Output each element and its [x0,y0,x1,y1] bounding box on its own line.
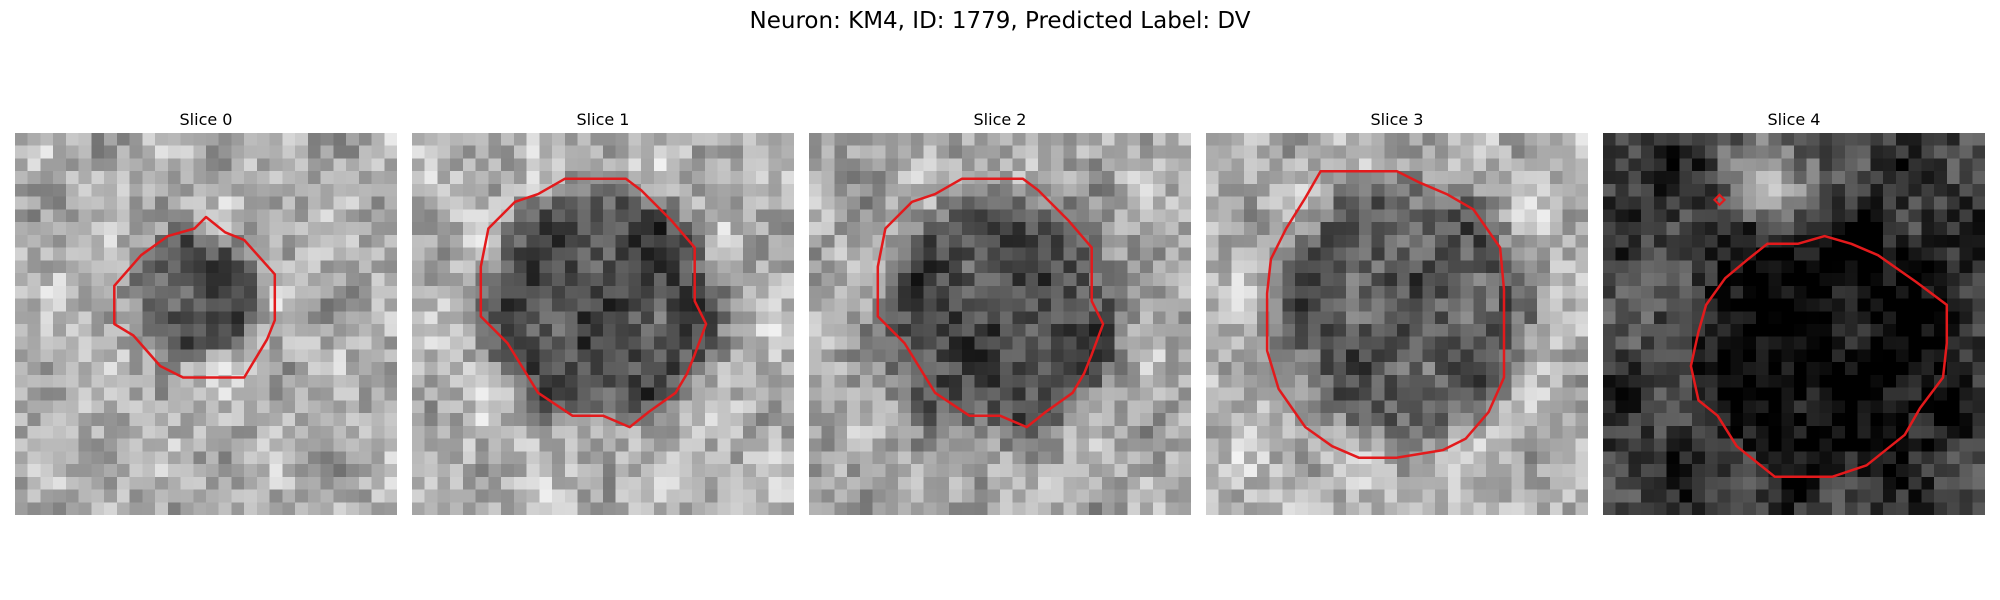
slice-title: Slice 1 [576,110,630,129]
slice-image [1603,133,1985,515]
slice-4-svg [1603,133,1985,515]
slice-title: Slice 0 [179,110,233,129]
slice-panel-1: Slice 1 [412,108,794,515]
cell-contour [1265,169,1506,459]
slice-2-svg [809,133,1191,515]
slice-panel-4: Slice 4 [1603,108,1985,515]
slice-title: Slice 2 [973,110,1027,129]
slice-3-svg [1206,133,1588,515]
slice-title: Slice 4 [1767,110,1821,129]
cell-contour [479,177,708,429]
slice-title: Slice 3 [1370,110,1424,129]
cell-contour [1689,234,1949,479]
slice-panel-2: Slice 2 [809,108,1191,515]
pixel-grid [1206,133,1588,515]
pixel-grid [809,133,1191,515]
slice-1-svg [412,133,794,515]
slice-image [412,133,794,515]
pixel-grid [15,133,397,515]
small-contour-marker [1712,193,1727,207]
slice-0-svg [15,133,397,515]
pixel-grid [1603,133,1985,515]
slice-image [809,133,1191,515]
pixel-grid [412,133,794,515]
slice-panel-3: Slice 3 [1206,108,1588,515]
slice-image [1206,133,1588,515]
slice-image [15,133,397,515]
cell-contour [876,177,1105,429]
figure-title: Neuron: KM4, ID: 1779, Predicted Label: … [749,8,1251,34]
cell-contour [113,215,277,379]
slice-panel-0: Slice 0 [15,108,397,515]
